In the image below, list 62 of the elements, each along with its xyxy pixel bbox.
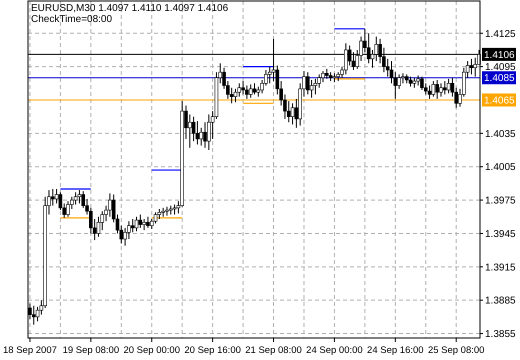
candlestick xyxy=(196,120,200,145)
y-tick-label: 1.3885 xyxy=(485,296,516,307)
y-tick-label: 1.4035 xyxy=(485,128,516,140)
candlestick xyxy=(428,85,432,100)
candlestick xyxy=(435,79,439,100)
candlestick xyxy=(290,102,294,125)
x-tick-label: 24 Sep 00:00 xyxy=(306,345,363,356)
x-tick-label: 20 Sep 16:00 xyxy=(184,345,241,356)
candlestick xyxy=(138,214,142,228)
x-tick-label: 21 Sep 08:00 xyxy=(245,345,302,356)
y-tick-label: 1.3945 xyxy=(485,228,516,240)
x-tick-label: 24 Sep 16:00 xyxy=(367,345,424,356)
candlestick xyxy=(397,74,401,90)
candlestick xyxy=(66,200,70,218)
candlestick xyxy=(248,84,252,98)
candlestick xyxy=(314,78,318,95)
candlestick xyxy=(203,122,207,148)
candlestick xyxy=(325,68,329,80)
text: CheckTime=08:00 xyxy=(31,14,112,25)
candlestick xyxy=(416,75,420,86)
candlestick xyxy=(408,76,412,88)
candlestick xyxy=(78,190,82,204)
candlestick xyxy=(146,216,150,228)
candlestick xyxy=(50,188,55,206)
ref-line-label: 1.4106 xyxy=(484,50,516,61)
candlestick xyxy=(412,77,416,88)
chart-title: EURUSD,M30 1.4097 1.4110 1.4097 1.4106 xyxy=(31,3,229,14)
candlestick xyxy=(245,85,249,100)
candlestick xyxy=(172,204,176,216)
candlestick xyxy=(130,218,135,233)
candlestick xyxy=(470,58,474,75)
candlestick xyxy=(32,305,36,326)
candlestick xyxy=(446,78,450,94)
candlestick xyxy=(108,192,112,218)
candlestick xyxy=(207,114,211,151)
y-tick-label: 1.4125 xyxy=(485,28,516,40)
x-tick-label: 18 Sep 2007 xyxy=(3,345,57,356)
candlestick xyxy=(142,218,146,231)
ref-line-label: 1.4085 xyxy=(484,73,516,84)
candlestick xyxy=(252,82,256,95)
candlestick xyxy=(310,79,314,98)
candlestick xyxy=(439,82,443,98)
x-tick-label: 19 Sep 08:00 xyxy=(62,345,120,356)
candlestick xyxy=(188,114,192,148)
candlestick xyxy=(306,72,310,95)
candlestick xyxy=(241,80,245,95)
candlestick xyxy=(442,80,447,95)
y-tick-label: 1.3915 xyxy=(485,262,516,274)
x-tick-label: 20 Sep 00:00 xyxy=(123,345,180,356)
candlestick xyxy=(134,216,138,232)
x-tick-label: 25 Sep 08:00 xyxy=(428,345,484,356)
y-tick-label: 1.3855 xyxy=(485,329,516,340)
y-tick-label: 1.4005 xyxy=(485,162,516,174)
candlestick xyxy=(74,192,78,206)
y-tick-label: 1.3975 xyxy=(485,196,516,207)
candlestick xyxy=(54,188,58,204)
y-tick-label: 1.4095 xyxy=(485,62,516,74)
candlestick xyxy=(432,80,436,98)
ref-line-label: 1.4065 xyxy=(484,95,516,106)
candlestick xyxy=(473,57,478,78)
candlestick xyxy=(420,76,424,90)
candlestick xyxy=(158,208,162,220)
